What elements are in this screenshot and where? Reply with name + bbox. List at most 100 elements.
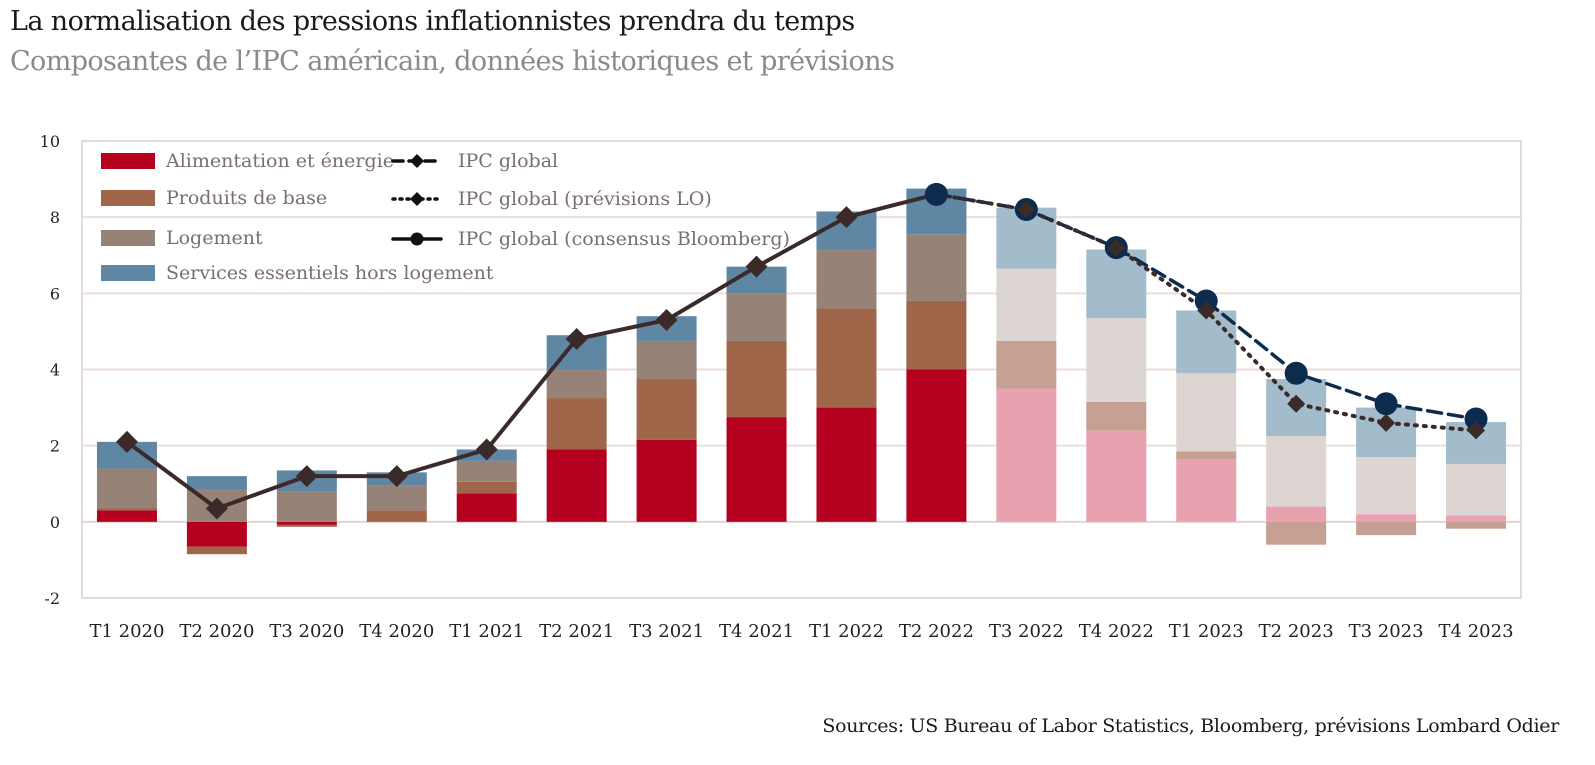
data-point: [924, 182, 948, 206]
legend-label: Logement: [166, 227, 263, 249]
bar-segment: [1356, 457, 1417, 515]
bar-segment: [1356, 521, 1417, 536]
x-tick-label: T1 2023: [1169, 621, 1244, 642]
data-point: [1107, 238, 1126, 257]
bar-segment: [96, 510, 157, 522]
legend-label: IPC global (consensus Bloomberg): [458, 228, 790, 250]
chart: -2 0 2 4 6 8 10 T1 2020 T2 2020 T3 2020 T4 2020 T1 …: [40, 132, 1522, 642]
x-tick-label: T3 2021: [629, 621, 704, 642]
legend-label: Services essentiels hors logement: [166, 262, 494, 284]
data-point: [1464, 407, 1488, 431]
bar-segment: [906, 369, 967, 522]
bar-segment: [456, 460, 517, 482]
bar-segment: [186, 546, 247, 555]
data-point: [1467, 421, 1486, 440]
bar-segment: [276, 491, 337, 522]
bar-segment: [1356, 514, 1417, 522]
x-tick-label: T4 2021: [719, 621, 794, 642]
data-point: [205, 497, 228, 520]
legend-marker: [410, 192, 424, 206]
x-tick-label: T3 2020: [269, 621, 344, 642]
bar-segment: [186, 521, 247, 547]
data-point: [1284, 361, 1308, 385]
data-point: [475, 438, 498, 461]
legend-marker: [410, 232, 424, 246]
data-point: [385, 465, 408, 488]
x-tick-label: T4 2022: [1079, 621, 1154, 642]
bar-segment: [1266, 506, 1327, 522]
bar-segment: [276, 521, 337, 525]
legend-swatch: [101, 265, 155, 281]
data-point: [295, 465, 318, 488]
bar-segment: [456, 481, 517, 494]
bar-segment: [1086, 401, 1147, 431]
x-tick-label: T1 2020: [89, 621, 164, 642]
x-tick-label: T2 2022: [899, 621, 974, 642]
bar-segment: [726, 340, 787, 418]
source-note: Sources: US Bureau of Labor Statistics, …: [822, 715, 1559, 737]
bar-segment: [726, 293, 787, 341]
x-tick-label: T3 2022: [989, 621, 1064, 642]
bar-segment: [96, 508, 157, 511]
legend-swatch: [101, 153, 155, 169]
bar-segment: [1446, 521, 1507, 529]
bar-segment: [1266, 436, 1327, 507]
chart-title: La normalisation des pressions inflation…: [10, 6, 855, 37]
bar-segment: [1446, 515, 1507, 522]
x-tick-label: T2 2023: [1259, 621, 1334, 642]
data-point: [115, 430, 138, 453]
bar-segment: [816, 249, 877, 309]
bar-segment: [1086, 318, 1147, 402]
bar-segment: [546, 398, 607, 450]
legend-label: Alimentation et énergie: [165, 150, 394, 172]
legend-marker: [410, 154, 424, 168]
data-point: [1194, 289, 1218, 313]
bar-segment: [546, 449, 607, 522]
bar-segment: [366, 485, 427, 511]
series-line: [124, 192, 939, 511]
bar-segment: [1086, 430, 1147, 522]
data-point: [745, 255, 768, 278]
legend-label: IPC global (prévisions LO): [458, 188, 712, 210]
y-tick-label: 8: [50, 208, 60, 227]
legend-swatch: [101, 230, 155, 246]
bar-segment: [636, 439, 697, 522]
bar-segment: [96, 468, 157, 509]
bar-segment: [1176, 451, 1237, 459]
bar-segment: [1176, 373, 1237, 452]
bar-segment: [726, 417, 787, 522]
bar-segment: [366, 510, 427, 522]
bar-segment: [1176, 458, 1237, 522]
bar-segment: [816, 308, 877, 408]
legend-label: Produits de base: [166, 187, 327, 209]
data-point: [1017, 200, 1036, 219]
y-tick-label: 10: [40, 132, 60, 151]
data-point: [565, 328, 588, 351]
x-tick-label: T1 2021: [449, 621, 524, 642]
bar-segment: [996, 340, 1057, 389]
bar-segment: [636, 379, 697, 440]
y-tick-label: 2: [50, 437, 60, 456]
x-tick-label: T2 2021: [539, 621, 614, 642]
legend-swatch: [101, 190, 155, 206]
y-tick-label: -2: [44, 589, 60, 608]
bar-segment: [906, 234, 967, 301]
bar-segment: [816, 407, 877, 522]
bar-segment: [1446, 463, 1507, 516]
data-point: [1374, 392, 1398, 416]
bar-segment: [546, 369, 607, 399]
x-tick-label: T4 2023: [1439, 621, 1514, 642]
bar-segment: [996, 388, 1057, 522]
x-tick-label: T3 2023: [1349, 621, 1424, 642]
chart-subtitle: Composantes de l’IPC américain, données …: [10, 46, 895, 77]
legend-label: IPC global: [458, 150, 558, 172]
data-point: [1197, 301, 1216, 320]
bar-segment: [1176, 310, 1237, 374]
bar-segment: [186, 476, 247, 490]
y-tick-label: 6: [50, 284, 60, 303]
data-point: [655, 308, 678, 331]
bar-segment: [906, 300, 967, 370]
x-tick-label: T1 2022: [809, 621, 884, 642]
bar-segment: [1266, 521, 1327, 545]
data-point: [835, 206, 858, 229]
